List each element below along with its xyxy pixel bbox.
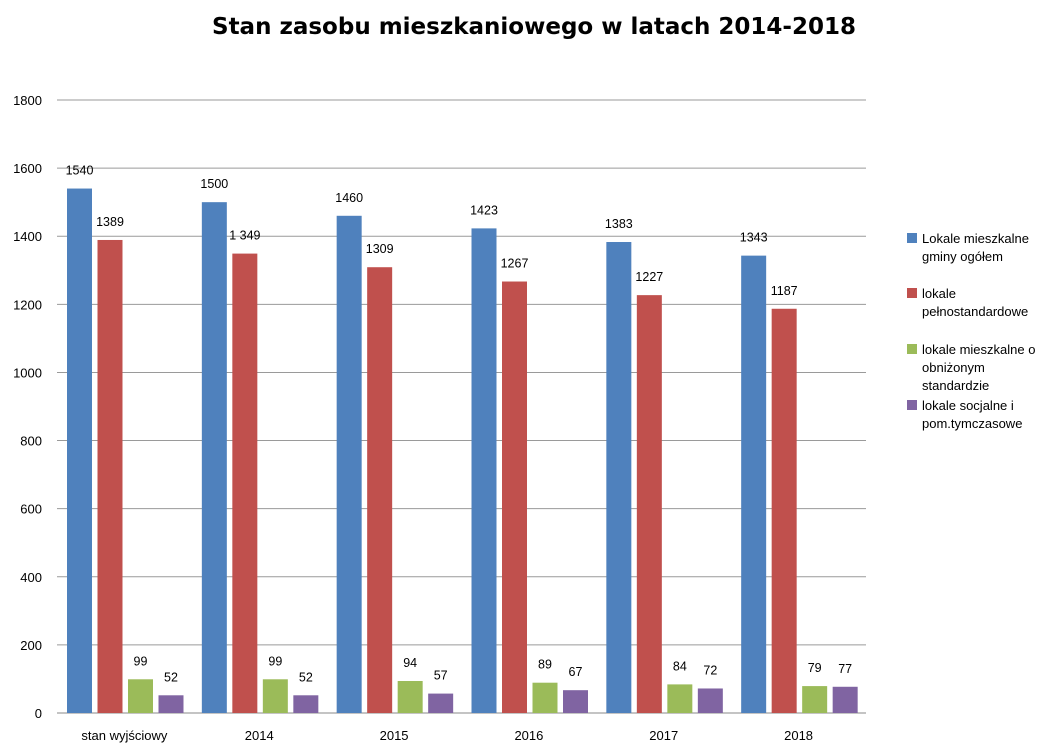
data-label: 1383 [605,217,633,231]
bar [667,684,693,713]
data-label: 1267 [501,257,529,271]
bar [741,255,767,713]
bar [502,281,527,713]
bar [128,679,153,713]
x-tick-label: 2018 [784,728,813,743]
y-tick-label: 1400 [13,229,42,244]
data-label: 57 [434,669,448,683]
grid-lines [57,99,866,714]
legend-label: pełnostandardowe [922,304,1028,319]
bars [67,188,858,714]
bar [67,188,92,714]
bar [232,253,258,713]
data-label: 94 [403,656,417,670]
chart-title: Stan zasobu mieszkaniowego w latach 2014… [212,14,856,40]
data-label: 99 [268,654,282,668]
bar [832,686,858,713]
legend-swatch [907,233,917,243]
bar [471,228,497,713]
y-tick-label: 400 [20,570,42,585]
data-label: 1500 [200,177,228,191]
y-tick-label: 1800 [13,93,42,108]
legend-label: pom.tymczasowe [922,416,1022,431]
data-label: 1460 [335,191,363,205]
x-tick-label: 2014 [245,728,274,743]
y-tick-label: 200 [20,638,42,653]
bar [532,682,558,713]
data-label: 84 [673,659,687,673]
legend-label: lokale [922,286,956,301]
y-tick-label: 1600 [13,161,42,176]
data-label: 72 [703,663,717,677]
bar [697,688,723,713]
bar [636,295,662,713]
data-label: 89 [538,658,552,672]
bar [367,267,393,713]
data-label: 1423 [470,203,498,217]
data-label: 79 [808,661,822,675]
data-label: 1389 [96,215,124,229]
data-label: 1309 [366,242,394,256]
bar [97,239,123,714]
data-label: 52 [164,670,178,684]
y-tick-label: 1200 [13,297,42,312]
data-label: 67 [569,665,583,679]
x-tick-label: stan wyjściowy [81,728,167,743]
legend-label: lokale mieszkalne o [922,342,1035,357]
legend-swatch [907,400,917,410]
bar [397,680,423,713]
legend-swatch [907,288,917,298]
data-label: 1343 [740,231,768,245]
bar [293,695,319,713]
bar [201,202,227,713]
x-axis: stan wyjściowy 2014 2015 2016 2017 2018 [81,728,813,743]
bar [158,695,184,713]
data-labels: 1540 1389 99 52 1500 1 349 99 52 1460 1309 94 57 142… [66,164,853,685]
legend-label: obniżonym [922,360,985,375]
data-label: 1187 [771,284,798,298]
legend-label: Lokale mieszkalne [922,231,1029,246]
data-label: 99 [134,654,148,668]
legend-swatch [907,344,917,354]
bar [802,686,828,713]
x-tick-label: 2016 [514,728,543,743]
data-label: 1540 [66,164,94,178]
bar [428,693,454,713]
legend: Lokale mieszkalne gminy ogółem lokale pełno… [907,231,1035,431]
x-tick-label: 2015 [380,728,409,743]
bar [336,215,362,714]
data-label: 1 349 [229,229,260,243]
y-tick-label: 600 [20,502,42,517]
bar [563,690,588,713]
legend-label: lokale socjalne i [922,398,1014,413]
bar [606,242,632,714]
data-label: 1227 [635,270,663,284]
data-label: 77 [838,662,852,676]
legend-label: gminy ogółem [922,249,1003,264]
data-label: 52 [299,670,313,684]
y-tick-label: 0 [35,706,42,721]
bar [262,679,288,713]
bar [771,308,797,713]
y-axis: 0 200 400 600 800 1000 1200 1400 1600 1800 [13,93,42,721]
y-tick-label: 800 [20,434,42,449]
legend-label: standardzie [922,378,989,393]
y-tick-label: 1000 [13,365,42,380]
x-tick-label: 2017 [649,728,678,743]
